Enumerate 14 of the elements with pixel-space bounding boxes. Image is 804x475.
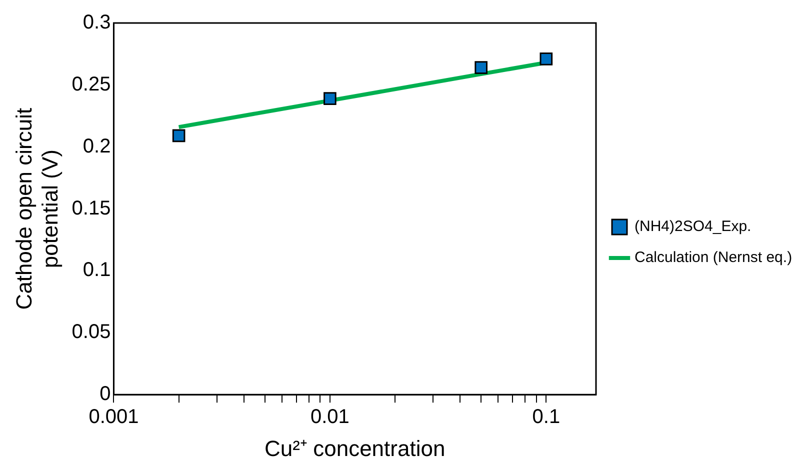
x-tick-label: 0.001 [88,406,139,428]
x-tick-label: 0.1 [532,406,560,428]
legend-label: (NH4)2SO4_Exp. [634,218,752,236]
legend-label: Calculation (Nernst eq.) [634,249,792,266]
x-axis-title: Cu²⁺ concentration [264,436,446,461]
y-tick-label: 0.2 [82,135,111,158]
y-tick-label: 0.25 [72,73,111,96]
y-tick-label: 0.3 [82,12,111,34]
y-tick-label: 0.05 [72,321,111,344]
y-axis-title: Cathode open circuit potential (V) [11,108,63,310]
x-tick-label: 0.01 [310,406,350,428]
y-tick-label: 0 [100,383,111,406]
y-tick-label: 0.1 [82,259,111,282]
y-tick-label: 0.15 [72,197,111,220]
